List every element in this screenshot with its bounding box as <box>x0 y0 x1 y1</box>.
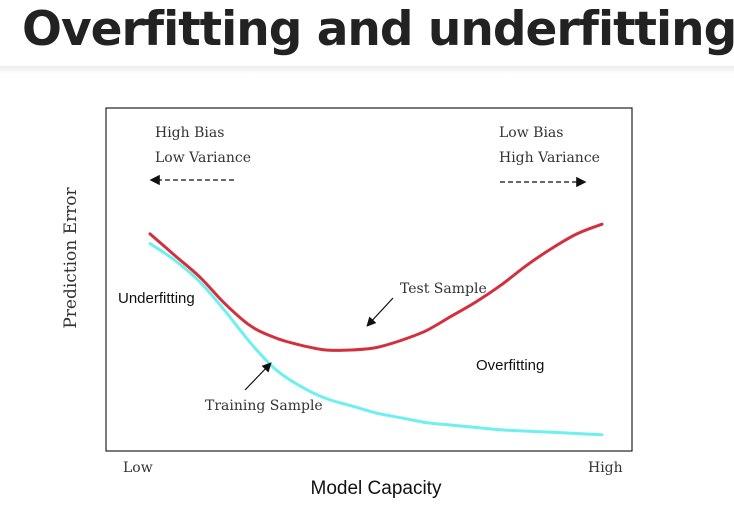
underfitting-label: Underfitting <box>118 290 195 307</box>
test-sample-label: Test Sample <box>400 281 487 297</box>
series-line-test-sample <box>148 222 604 352</box>
test-sample-pointer <box>366 297 394 327</box>
plot-frame <box>105 107 633 452</box>
x-axis-label: Model Capacity <box>311 478 442 499</box>
series-line-training-sample <box>148 242 604 437</box>
low-variance-label: Low Variance <box>155 150 251 166</box>
training-sample-pointer <box>244 362 272 391</box>
series-layer <box>148 222 604 437</box>
y-axis-label: Prediction Error <box>61 186 81 328</box>
high-variance-label: High Variance <box>499 150 600 166</box>
x-tick-low: Low <box>123 460 153 476</box>
overfitting-label: Overfitting <box>476 357 544 374</box>
x-tick-high: High <box>588 460 623 476</box>
high-bias-label: High Bias <box>155 125 224 141</box>
low-bias-label: Low Bias <box>499 125 563 141</box>
training-sample-label: Training Sample <box>205 398 323 414</box>
title-divider <box>0 66 734 74</box>
page-title: Overfitting and underfitting <box>22 2 734 57</box>
